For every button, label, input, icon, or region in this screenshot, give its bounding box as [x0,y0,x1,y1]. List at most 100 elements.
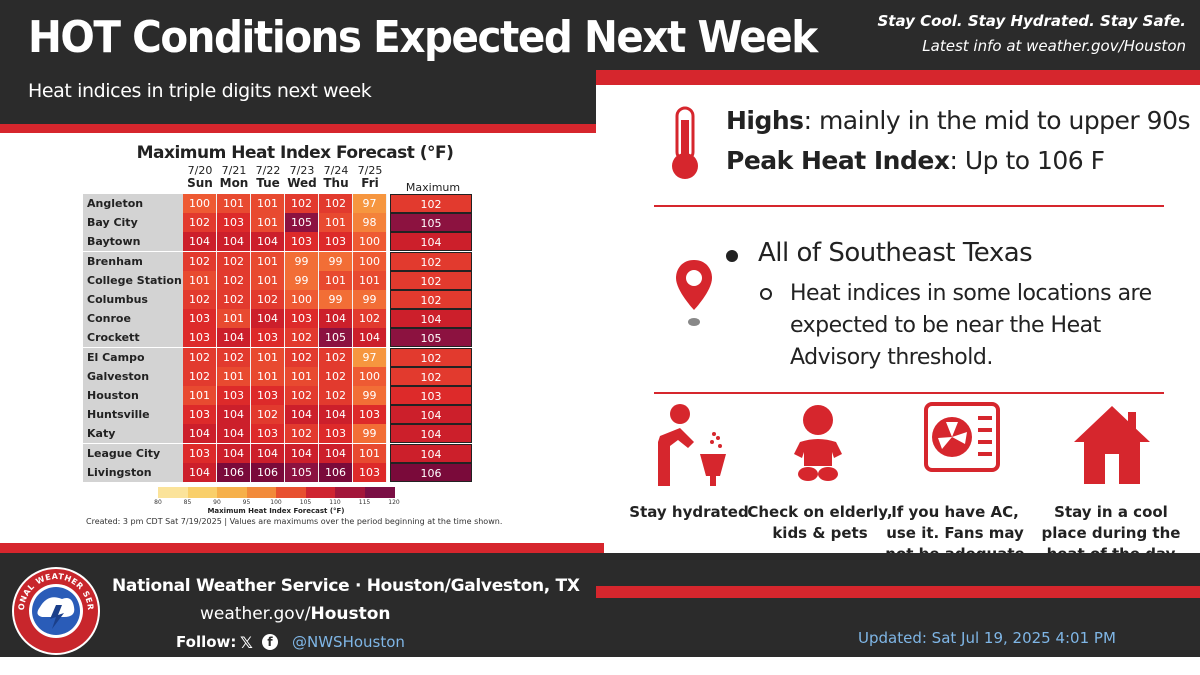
air-conditioner-icon [924,402,1000,472]
table-row: Columbus 102 102 102 100 99 99 102 [83,290,475,309]
table-row: League City 103 104 104 104 104 101 104 [83,443,475,463]
tip-check-on-others: Check on elderly, kids & pets [747,503,893,542]
url-bold: Houston [310,604,391,624]
detail-text: Heat indices in some locations are expec… [790,281,1152,370]
heat-index-cell: 102 [285,194,319,213]
heat-index-cell: 102 [217,251,251,271]
heat-index-cell: 99 [285,251,319,271]
heat-index-cell: 102 [285,347,319,367]
tagline: Stay Cool. Stay Hydrated. Stay Safe. [877,12,1187,30]
heat-index-cell: 102 [319,366,353,386]
legend-tick-label: 90 [213,499,221,506]
heat-index-cell: 101 [353,270,387,290]
heat-index-cell: 105 [319,328,353,348]
heat-index-cell: 105 [285,213,319,233]
heat-index-cell: 101 [285,366,319,386]
max-heat-index-cell: 103 [390,386,472,405]
water-fountain-icon [658,404,726,486]
column-day: Fri [361,176,379,190]
city-label: Katy [83,424,183,444]
column-day: Sun [187,176,213,190]
peak-heat-line: Peak Heat Index: Up to 106 F [726,146,1105,175]
heat-index-cell: 102 [319,347,353,367]
location-pin-icon [676,260,712,326]
max-heat-index-cell: 104 [390,309,472,329]
legend-tick-label: 110 [329,499,341,506]
legend-swatch [335,487,365,498]
heat-index-cell: 103 [319,232,353,252]
heat-index-cell: 101 [251,270,285,290]
heat-index-cell: 104 [285,405,319,425]
heat-index-cell: 99 [319,290,353,309]
heat-index-cell: 101 [251,366,285,386]
heat-index-cell: 103 [183,405,217,425]
highs-line: Highs: mainly in the mid to upper 90s [726,106,1191,135]
heat-index-cell: 105 [285,462,319,482]
heat-index-cell: 103 [251,386,285,405]
latest-info-link[interactable]: Latest info at weather.gov/Houston [922,37,1186,55]
heat-index-cell: 101 [251,194,285,213]
legend-swatch [158,487,188,498]
city-label: College Station [83,270,183,290]
city-label: Columbus [83,290,183,309]
max-heat-index-cell: 102 [390,270,472,290]
heat-index-cell: 104 [251,232,285,252]
column-day: Wed [287,176,317,190]
table-row: Conroe 103 101 104 103 104 102 104 [83,309,475,329]
follow-label: Follow: [176,633,237,651]
column-header: 7/25 Fri [353,164,387,190]
table-row: College Station 101 102 101 99 101 101 102 [83,270,475,290]
column-date: 7/20 [187,164,213,177]
house-icon [1074,406,1150,484]
thermometer-icon [672,106,698,179]
table-row: Brenham 102 102 101 99 99 100 102 [83,251,475,271]
heat-index-cell: 106 [217,462,251,482]
table-row: Baytown 104 104 104 103 103 100 104 [83,232,475,252]
city-label: Crockett [83,328,183,348]
footer-accent-stripe-right [596,586,1200,598]
heat-index-cell: 106 [251,462,285,482]
heat-index-cell: 104 [251,309,285,329]
heat-index-cell: 101 [217,194,251,213]
legend-tick-label: 115 [358,499,371,506]
url-prefix: weather.gov/ [200,604,311,624]
heat-index-cell: 100 [353,251,387,271]
website-link[interactable]: weather.gov/Houston [200,604,391,624]
heat-index-cell: 101 [319,213,353,233]
divider [654,392,1164,394]
heat-index-cell: 102 [183,290,217,309]
table-row: Bay City 102 103 101 105 101 98 105 [83,213,475,233]
updated-timestamp: Updated: Sat Jul 19, 2025 4:01 PM [858,629,1116,647]
footer-accent-stripe [0,543,604,553]
heat-index-cell: 104 [183,462,217,482]
heat-index-cell: 102 [217,270,251,290]
max-heat-index-cell: 104 [390,424,472,444]
highs-label: Highs [726,106,804,135]
heat-index-cell: 101 [251,251,285,271]
heat-index-cell: 100 [285,290,319,309]
column-day: Tue [256,176,280,190]
heat-index-cell: 103 [251,328,285,348]
heat-index-cell: 101 [217,309,251,329]
city-label: Angleton [83,194,183,213]
max-heat-index-cell: 105 [390,213,472,233]
column-header: 7/21 Mon [217,164,251,190]
social-handle[interactable]: @NWSHouston [292,633,405,651]
heat-index-cell: 102 [183,366,217,386]
page-title: HOT Conditions Expected Next Week [28,12,818,63]
heat-index-cell: 104 [217,328,251,348]
heat-index-cell: 103 [183,309,217,329]
header-accent-stripe-left [0,124,600,133]
peak-label: Peak Heat Index [726,146,950,175]
x-social-icon[interactable]: 𝕏 [240,633,253,652]
facebook-icon[interactable]: f [262,634,278,650]
heat-index-cell: 101 [217,366,251,386]
heat-index-cell: 104 [319,309,353,329]
legend-swatch [305,487,336,498]
heat-index-cell: 101 [353,443,387,463]
sub-bullet-icon [760,288,772,300]
max-heat-index-cell: 104 [390,405,472,425]
heat-index-cell: 102 [251,405,285,425]
baby-icon [794,405,842,481]
table-row: Galveston 102 101 101 101 102 100 102 [83,366,475,386]
